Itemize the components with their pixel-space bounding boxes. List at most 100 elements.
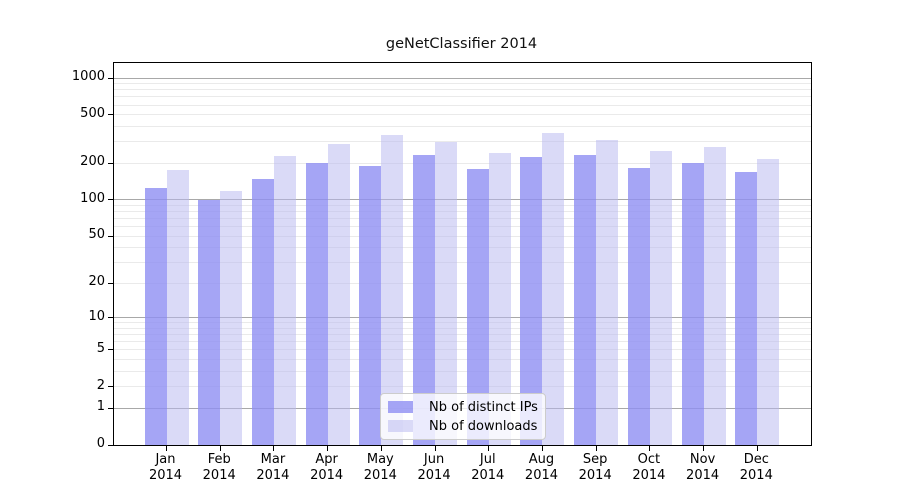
x-tick-label-nov: Nov 2014 <box>686 452 720 483</box>
legend-item-distinct-ips: Nb of distinct IPs <box>388 399 538 415</box>
x-tick-mark <box>488 446 490 451</box>
gridline-minor <box>114 141 811 143</box>
gridline-minor <box>114 334 811 336</box>
gridline-minor <box>114 370 811 372</box>
y-tick-label-20: 20 <box>88 274 105 290</box>
bar-downloads-oct <box>649 151 672 445</box>
x-tick-mark <box>595 446 597 451</box>
gridline-minor <box>114 262 811 264</box>
gridline-minor <box>114 226 811 228</box>
bar-distinct-ips-may <box>359 166 382 445</box>
gridline-minor <box>114 386 811 388</box>
x-tick-label-apr: Apr 2014 <box>310 452 344 483</box>
bar-distinct-ips-feb <box>198 199 221 445</box>
bar-distinct-ips-jun <box>413 155 436 445</box>
chart-title: geNetClassifier 2014 <box>385 36 538 52</box>
x-tick-label-aug: Aug 2014 <box>524 452 559 483</box>
y-tick-label-100: 100 <box>80 190 105 206</box>
gridline-minor <box>114 162 811 164</box>
bar-downloads-dec <box>757 159 780 445</box>
gridline-minor <box>114 211 811 213</box>
y-tick-label-500: 500 <box>80 105 105 121</box>
gridline-minor <box>114 126 811 128</box>
y-tick-mark <box>108 282 113 284</box>
y-tick-mark <box>108 444 113 446</box>
bar-downloads-feb <box>220 191 243 445</box>
x-tick-label-sep: Sep 2014 <box>578 452 612 483</box>
y-tick-mark <box>108 386 113 388</box>
y-tick-label-50: 50 <box>88 227 105 243</box>
gridline-minor <box>114 327 811 329</box>
bar-downloads-jan <box>166 169 189 445</box>
bar-downloads-may <box>381 134 404 445</box>
x-tick-mark <box>703 446 705 451</box>
gridline-minor <box>114 247 811 249</box>
legend-swatch-downloads <box>388 420 413 432</box>
x-tick-label-mar: Mar 2014 <box>256 452 290 483</box>
y-tick-mark <box>108 77 113 79</box>
axis-tick-marks <box>108 63 811 451</box>
gridline-minor <box>114 359 811 361</box>
y-tick-label-200: 200 <box>80 154 105 170</box>
bar-distinct-ips-mar <box>251 178 274 445</box>
x-tick-mark <box>380 446 382 451</box>
gridline-minor <box>114 282 811 284</box>
bar-downloads-aug <box>542 133 565 445</box>
bar-distinct-ips-dec <box>735 171 758 445</box>
bar-downloads-nov <box>703 147 726 445</box>
x-tick-label-feb: Feb 2014 <box>202 452 236 483</box>
gridline-minor <box>114 83 811 85</box>
gridline-minor <box>114 104 811 106</box>
legend-swatch-distinct-ips <box>388 401 413 413</box>
y-tick-mark <box>108 317 113 319</box>
gridline-minor <box>114 204 811 206</box>
x-tick-label-jul: Jul 2014 <box>471 452 505 483</box>
bar-downloads-jun <box>435 142 458 445</box>
bar-distinct-ips-oct <box>627 168 650 445</box>
x-tick-label-may: May 2014 <box>363 452 397 483</box>
bar-downloads-apr <box>327 144 350 445</box>
y-tick-mark <box>108 349 113 351</box>
bar-downloads-jul <box>488 153 511 445</box>
y-tick-label-0: 0 <box>96 436 105 451</box>
x-tick-mark <box>541 446 543 451</box>
x-tick-mark <box>649 446 651 451</box>
gridline-major <box>114 317 811 319</box>
bar-downloads-mar <box>273 155 296 445</box>
y-tick-mark <box>108 162 113 164</box>
bars <box>114 63 811 445</box>
gridline-major <box>114 199 811 201</box>
y-tick-label-1000: 1000 <box>71 69 105 85</box>
x-tick-mark <box>273 446 275 451</box>
x-tick-mark <box>219 446 221 451</box>
gridline-minor <box>114 235 811 237</box>
bar-distinct-ips-jul <box>466 169 489 445</box>
x-tick-label-jan: Jan 2014 <box>148 452 183 483</box>
y-tick-mark <box>108 199 113 201</box>
y-axis-labels: 0 1 2 5 10 20 50 100 200 500 1000 <box>0 62 105 451</box>
bar-distinct-ips-apr <box>305 163 328 445</box>
x-tick-label-oct: Oct 2014 <box>632 452 666 483</box>
y-tick-label-5: 5 <box>96 340 105 356</box>
legend: Nb of distinct IPs Nb of downloads <box>380 393 546 440</box>
plot-area: Nb of distinct IPs Nb of downloads <box>108 62 812 451</box>
x-tick-label-dec: Dec 2014 <box>739 452 773 483</box>
y-tick-label-1: 1 <box>96 399 105 415</box>
gridlines <box>114 63 811 445</box>
bar-downloads-sep <box>596 139 619 445</box>
x-axis-labels: Jan 2014 Feb 2014 Mar 2014 Apr 2014 May 2014 Jun 20… <box>113 452 810 488</box>
legend-label-downloads: Nb of downloads <box>429 418 538 434</box>
bar-distinct-ips-sep <box>574 154 597 445</box>
gridline-minor <box>114 96 811 98</box>
gridline-minor <box>114 218 811 220</box>
x-tick-mark <box>756 446 758 451</box>
bar-distinct-ips-jan <box>144 188 167 445</box>
gridline-minor <box>114 349 811 351</box>
x-tick-mark <box>327 446 329 451</box>
gridline-minor <box>114 89 811 91</box>
y-tick-mark <box>108 407 113 409</box>
bar-distinct-ips-nov <box>681 163 704 445</box>
legend-item-downloads: Nb of downloads <box>388 418 538 434</box>
y-tick-label-2: 2 <box>96 377 105 393</box>
gridline-minor <box>114 341 811 343</box>
